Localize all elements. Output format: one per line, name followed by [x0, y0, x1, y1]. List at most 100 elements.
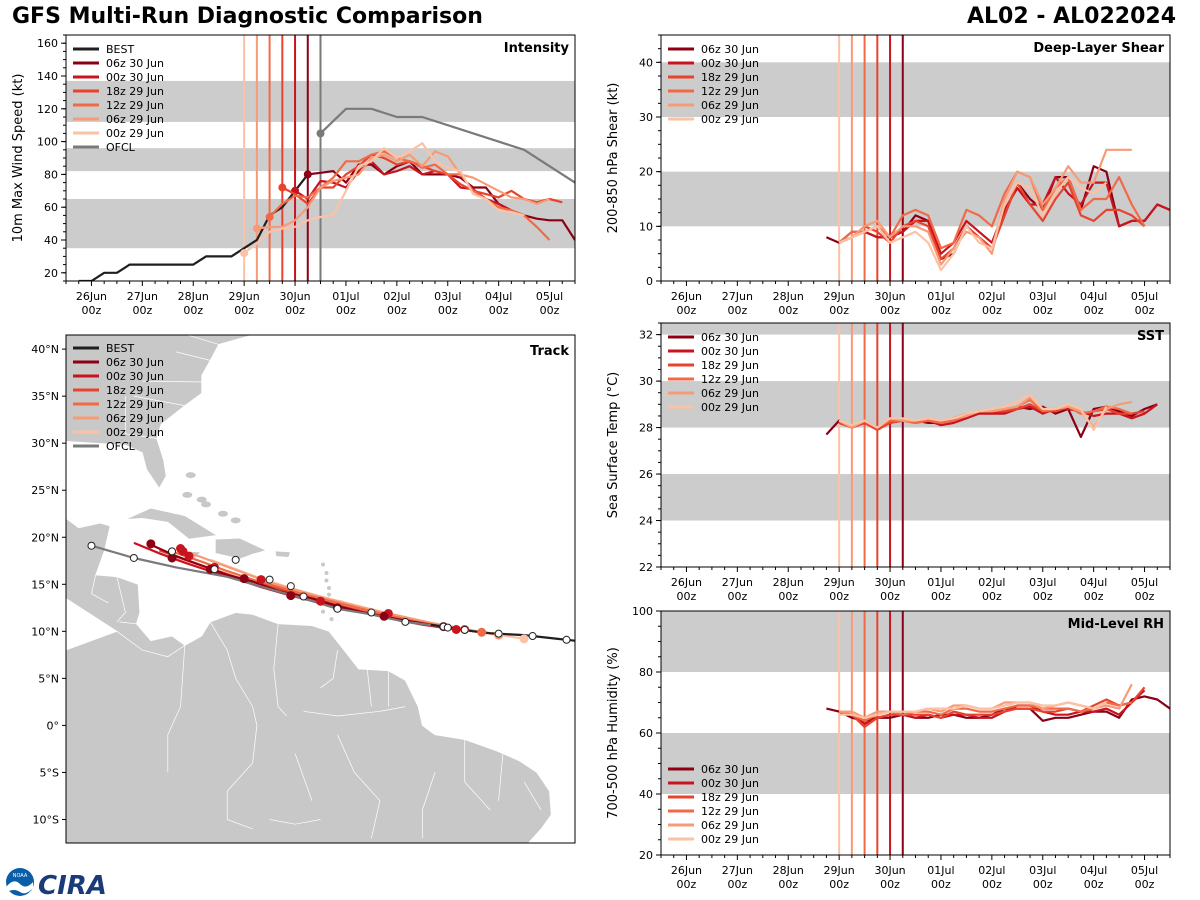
country-border-10 — [421, 772, 436, 839]
intensity-marker-ofcl-0 — [316, 129, 325, 138]
country-border-3 — [366, 668, 372, 707]
track-ytick-label: 5°N — [38, 672, 59, 685]
track-point-06z-30-jun-1 — [379, 611, 389, 621]
intensity-xtick-label: 29Jun — [229, 290, 260, 303]
track-ytick-label: 10°N — [31, 625, 59, 638]
rh-ytick-label: 100 — [632, 605, 653, 618]
rh-series-06z-30-jun — [826, 695, 1170, 722]
track-ytick-label: 35°N — [31, 390, 59, 403]
noaa-wave — [7, 881, 33, 894]
country-border-9 — [464, 739, 491, 811]
track-point-ofcl-8 — [210, 565, 219, 574]
bahamas-island-3 — [200, 501, 211, 508]
shear-xtick-sublabel: 00z — [778, 304, 798, 317]
sst-band-2 — [661, 323, 1170, 335]
sst-xtick-sublabel: 00z — [931, 590, 951, 603]
puerto-rico-land — [275, 551, 290, 557]
intensity-ytick-label: 60 — [44, 201, 58, 214]
country-border-2 — [320, 650, 338, 689]
intensity-xtick-label: 27Jun — [127, 290, 158, 303]
intensity-xtick-sublabel: 00z — [132, 304, 152, 317]
rh-legend-label-12z-29-jun: 12z 29 Jun — [701, 805, 759, 818]
track-legend-label-12z-29-jun: 12z 29 Jun — [106, 398, 164, 411]
state-border-4 — [186, 335, 219, 345]
storm-id-label: AL02 - AL022024 — [967, 4, 1176, 29]
rh-ytick-label: 40 — [639, 788, 653, 801]
sst-legend-label-00z-29-jun: 00z 29 Jun — [701, 401, 759, 414]
shear-ylabel: 200-850 hPa Shear (kt) — [606, 83, 621, 234]
sst-xtick-sublabel: 00z — [1084, 590, 1104, 603]
intensity-xtick-sublabel: 00z — [336, 304, 356, 317]
intensity-legend-label-12z-29-jun: 12z 29 Jun — [106, 99, 164, 112]
sst-legend-label-18z-29-jun: 18z 29 Jun — [701, 359, 759, 372]
intensity-xtick-sublabel: 00z — [489, 304, 509, 317]
track-point-ofcl-1 — [401, 617, 410, 626]
noaa-logo-text: NOAA — [13, 873, 28, 879]
state-border-2 — [142, 380, 202, 383]
shear-xtick-label: 27Jun — [722, 290, 753, 303]
sst-plot-area — [661, 323, 1170, 567]
intensity-xtick-label: 04Jul — [485, 290, 512, 303]
shear-panel: 01020304026Jun00z27Jun00z28Jun00z29Jun00… — [606, 34, 1171, 317]
track-point-ofcl-9 — [168, 547, 177, 556]
track-ytick-label: 25°N — [31, 484, 59, 497]
track-point-ofcl-4 — [299, 592, 308, 601]
rh-ylabel: 700-500 hPa Humidity (%) — [606, 647, 621, 819]
sst-ylabel: Sea Surface Temp (°C) — [606, 372, 621, 519]
country-border-13 — [337, 734, 381, 839]
track-point-06z-30-jun-3 — [286, 591, 296, 601]
sst-legend-label-12z-29-jun: 12z 29 Jun — [701, 373, 759, 386]
rh-band-1 — [661, 611, 1170, 672]
rh-legend-label-06z-30-jun: 06z 30 Jun — [701, 763, 759, 776]
state-border-0 — [125, 396, 157, 439]
antilles-island-7 — [329, 617, 334, 622]
shear-xtick-label: 29Jun — [824, 290, 855, 303]
track-ytick-label: 40°N — [31, 343, 59, 356]
intensity-xtick-label: 26Jun — [76, 290, 107, 303]
intensity-xtick-sublabel: 00z — [183, 304, 203, 317]
intensity-xtick-sublabel: 00z — [82, 304, 102, 317]
intensity-title: Intensity — [504, 41, 570, 56]
sst-ytick-label: 32 — [639, 329, 653, 342]
rh-plot-area — [661, 611, 1170, 855]
track-point-ofcl-11 — [87, 541, 96, 550]
bahamas-island-4 — [217, 510, 228, 517]
rh-panel: 2040608010026Jun00z27Jun00z28Jun00z29Jun… — [606, 605, 1171, 891]
intensity-legend-label-ofcl: OFCL — [106, 141, 136, 154]
rh-ytick-label: 60 — [639, 727, 653, 740]
track-legend-label-ofcl: OFCL — [106, 440, 136, 453]
track-point-06z-30-jun-4 — [239, 574, 249, 584]
sst-xtick-label: 26Jun — [671, 576, 702, 589]
intensity-plot-area — [66, 35, 575, 281]
intensity-legend-label-best: BEST — [106, 43, 134, 56]
track-title: Track — [530, 344, 569, 359]
intensity-marker-18z-29-jun-0 — [278, 183, 287, 192]
rh-xtick-sublabel: 00z — [727, 878, 747, 891]
antilles-island-2 — [324, 578, 329, 583]
intensity-xtick-sublabel: 00z — [540, 304, 560, 317]
track-point-best-0 — [562, 635, 571, 644]
sst-xtick-label: 03Jul — [1029, 576, 1056, 589]
intensity-xtick-sublabel: 00z — [234, 304, 254, 317]
rh-xtick-sublabel: 00z — [880, 878, 900, 891]
rh-xtick-label: 05Jul — [1131, 864, 1158, 877]
shear-xtick-sublabel: 00z — [880, 304, 900, 317]
sst-legend-label-06z-30-jun: 06z 30 Jun — [701, 331, 759, 344]
sst-ytick-label: 24 — [639, 515, 653, 528]
rh-xtick-sublabel: 00z — [1084, 878, 1104, 891]
intensity-panel: 2040608010012014016026Jun00z27Jun00z28Ju… — [11, 34, 576, 317]
shear-legend-label-00z-30-jun: 00z 30 Jun — [701, 57, 759, 70]
sst-legend-label-06z-29-jun: 06z 29 Jun — [701, 387, 759, 400]
intensity-legend-label-00z-30-jun: 00z 30 Jun — [106, 71, 164, 84]
rh-ytick-label: 80 — [639, 666, 653, 679]
sst-xtick-sublabel: 00z — [1135, 590, 1155, 603]
country-border-6 — [167, 645, 186, 773]
track-legend-label-00z-30-jun: 00z 30 Jun — [106, 370, 164, 383]
country-border-8 — [269, 819, 321, 825]
shear-xtick-label: 26Jun — [671, 290, 702, 303]
noaa-cira-logo: NOAA CIRA — [6, 868, 107, 900]
country-border-0 — [209, 621, 258, 764]
bahamas-island-1 — [185, 472, 196, 479]
intensity-ytick-label: 120 — [37, 103, 58, 116]
rh-title: Mid-Level RH — [1068, 617, 1164, 632]
